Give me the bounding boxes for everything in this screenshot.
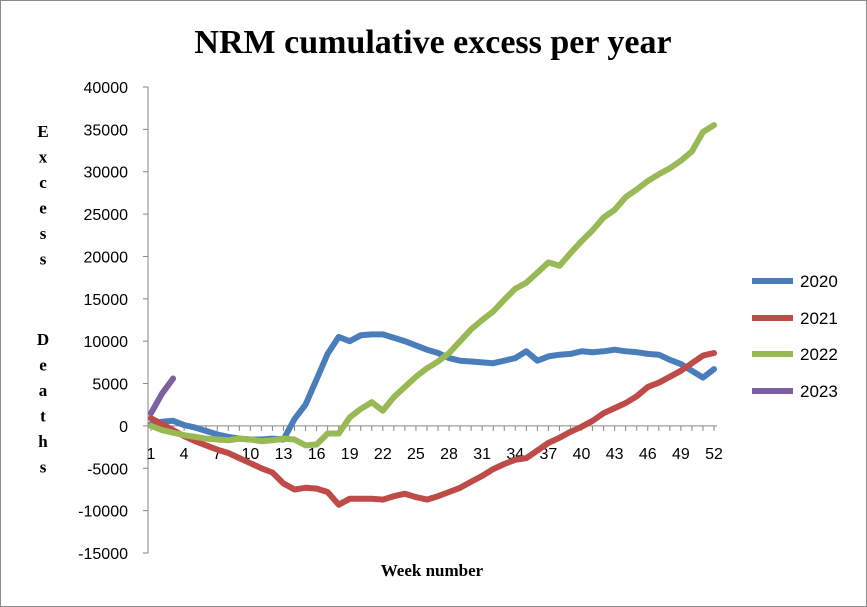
x-tick-label: 7 [213, 446, 222, 463]
x-tick-label: 46 [639, 446, 657, 463]
chart-title: NRM cumulative excess per year [194, 24, 671, 61]
x-tick-label: 52 [705, 446, 723, 463]
y-axis-title-char: E [37, 122, 48, 141]
y-tick-label: -15000 [78, 546, 128, 563]
y-axis-title-char: t [40, 407, 46, 426]
x-tick-label: 31 [473, 446, 491, 463]
y-tick-label: 0 [119, 419, 128, 436]
x-axis-title: Week number [381, 561, 484, 580]
y-tick-label: -10000 [78, 504, 128, 521]
y-tick-label: 25000 [84, 207, 129, 224]
axes [143, 86, 717, 554]
x-tick-label: 19 [341, 446, 359, 463]
x-tick-label: 22 [374, 446, 392, 463]
x-tick-label: 40 [573, 446, 591, 463]
legend-label-2020: 2020 [800, 272, 838, 291]
x-tick-label: 16 [308, 446, 326, 463]
y-axis-title-char: D [37, 330, 49, 349]
y-tick-label: -5000 [87, 461, 128, 478]
series-line-2020 [148, 331, 717, 443]
y-tick-label: 5000 [92, 377, 128, 394]
y-axis-tick-labels: 40000 35000 30000 25000 20000 15000 10000 5000 0… [78, 80, 128, 563]
x-tick-label: 25 [407, 446, 425, 463]
x-tick-label: 4 [180, 446, 189, 463]
y-tick-label: 30000 [84, 165, 129, 182]
legend-label-2022: 2022 [800, 345, 838, 364]
legend-label-2021: 2021 [800, 309, 838, 328]
x-tick-label: 37 [540, 446, 558, 463]
y-tick-label: 40000 [84, 80, 129, 97]
y-tick-label: 15000 [84, 292, 129, 309]
series-line-2021 [148, 350, 717, 508]
y-axis-title-char: h [38, 432, 48, 451]
series-lines [148, 122, 717, 508]
y-axis-title-char: a [39, 381, 48, 400]
y-axis-title-char: s [40, 250, 47, 269]
y-tick-label: 10000 [84, 334, 129, 351]
legend-label-2023: 2023 [800, 382, 838, 401]
y-tick-label: 20000 [84, 249, 129, 266]
x-tick-label: 13 [275, 446, 293, 463]
legend: 2020 2021 2022 2023 [752, 272, 838, 401]
y-axis-title-char: x [39, 148, 48, 167]
x-tick-label: 1 [147, 446, 156, 463]
y-axis-title-char: e [39, 199, 47, 218]
x-tick-label: 28 [440, 446, 458, 463]
y-axis-title-char: e [39, 356, 47, 375]
y-tick-label: 35000 [84, 122, 129, 139]
x-tick-label: 43 [606, 446, 624, 463]
x-tick-label: 49 [672, 446, 690, 463]
y-axis-title-char: s [40, 458, 47, 477]
series-line-2023 [148, 375, 177, 417]
series-line-2022 [148, 122, 717, 449]
y-axis-title-char: s [40, 224, 47, 243]
y-axis-title-char: c [39, 173, 47, 192]
